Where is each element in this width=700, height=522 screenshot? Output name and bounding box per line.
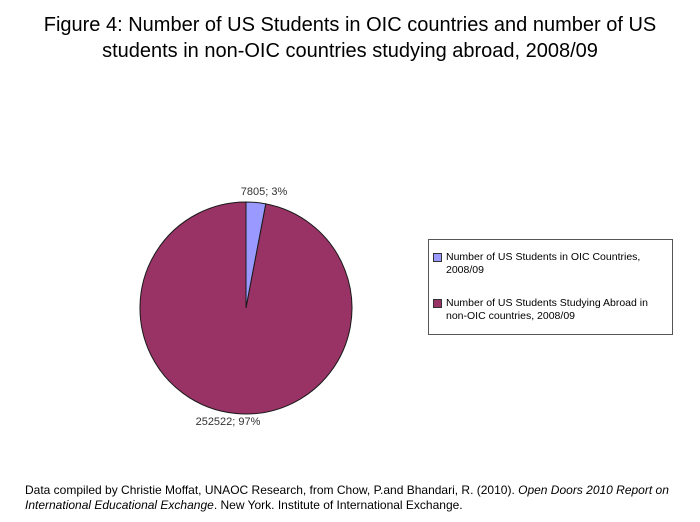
legend-item-oic: Number of US Students in OIC Countries, … xyxy=(433,251,668,277)
pie-slice-non-oic xyxy=(139,201,353,415)
legend-marker-oic-icon xyxy=(433,253,442,262)
figure-title: Figure 4: Number of US Students in OIC c… xyxy=(43,14,657,62)
legend-item-non-oic: Number of US Students Studying Abroad in… xyxy=(433,297,668,323)
source-note-italic-title-cont: International Educational Exchange xyxy=(25,498,214,512)
legend-label-oic: Number of US Students in OIC Countries, … xyxy=(446,251,641,276)
legend: Number of US Students in OIC Countries, … xyxy=(428,239,673,335)
legend-marker-non-oic-icon xyxy=(433,299,442,308)
source-note-text-cont: . New York. Institute of International E… xyxy=(213,498,463,512)
data-label-non-oic: 252522; 97% xyxy=(195,416,261,428)
pie-chart xyxy=(139,201,353,415)
source-note-text: Data compiled by Christie Moffat, UNAOC … xyxy=(25,483,519,497)
data-label-oic: 7805; 3% xyxy=(240,186,288,198)
source-note: Data compiled by Christie Moffat, UNAOC … xyxy=(25,483,685,513)
source-note-italic-title: Open Doors 2010 Report on xyxy=(518,483,669,497)
legend-label-non-oic: Number of US Students Studying Abroad in… xyxy=(446,297,648,322)
